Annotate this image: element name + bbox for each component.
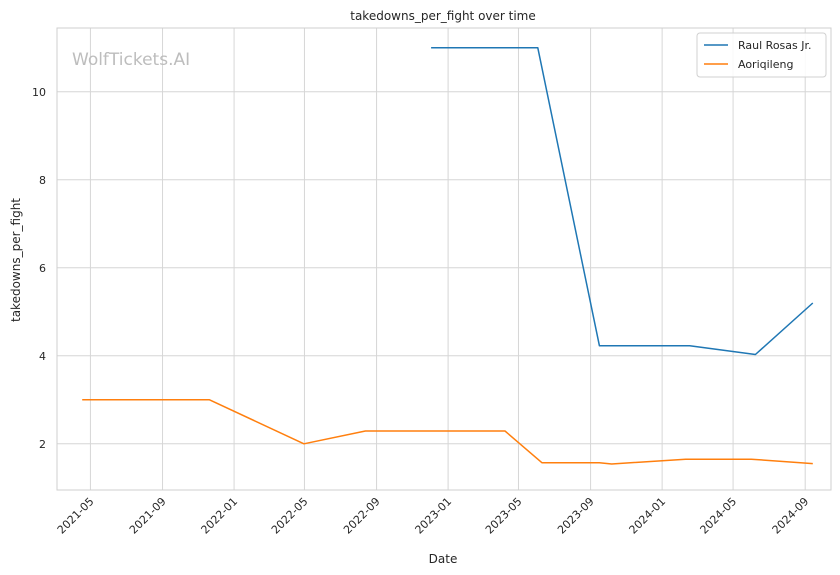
- x-tick-label: 2022-05: [269, 495, 311, 537]
- y-tick-label: 6: [39, 262, 46, 275]
- x-tick-label: 2022-09: [341, 495, 383, 537]
- y-tick-label: 2: [39, 438, 46, 451]
- y-tick-label: 10: [32, 86, 46, 99]
- x-tick-label: 2024-09: [770, 495, 812, 537]
- x-tick-label: 2021-09: [127, 495, 169, 537]
- series-lines: [82, 47, 814, 465]
- x-tick-labels: 2021-05 2021-09 2022-01 2022-05 2022-09 2023-…: [55, 495, 811, 537]
- x-tick-label: 2021-05: [55, 495, 97, 537]
- series-line-1: [82, 399, 813, 465]
- legend: Raul Rosas Jr. Aoriqileng: [696, 32, 827, 78]
- legend-label-0: Raul Rosas Jr.: [738, 39, 812, 52]
- legend-box: [696, 32, 827, 78]
- x-tick-label: 2022-01: [199, 495, 241, 537]
- series-line-0: [431, 47, 814, 356]
- x-tick-label: 2023-01: [413, 495, 455, 537]
- legend-label-1: Aoriqileng: [738, 58, 793, 71]
- x-tick-label: 2024-01: [627, 495, 669, 537]
- watermark-text: WolfTickets.AI: [72, 50, 190, 70]
- y-tick-label: 8: [39, 174, 46, 187]
- x-tick-label: 2023-05: [483, 495, 525, 537]
- grid-lines: [57, 28, 831, 490]
- chart-title: takedowns_per_fight over time: [350, 9, 536, 23]
- y-axis-label: takedowns_per_fight: [9, 198, 23, 322]
- x-axis-label: Date: [429, 552, 458, 566]
- y-tick-labels: 2 4 6 8 10: [32, 86, 46, 451]
- x-tick-label: 2024-05: [698, 495, 740, 537]
- y-tick-label: 4: [39, 350, 46, 363]
- x-tick-label: 2023-09: [555, 495, 597, 537]
- plot-frame: [56, 27, 832, 491]
